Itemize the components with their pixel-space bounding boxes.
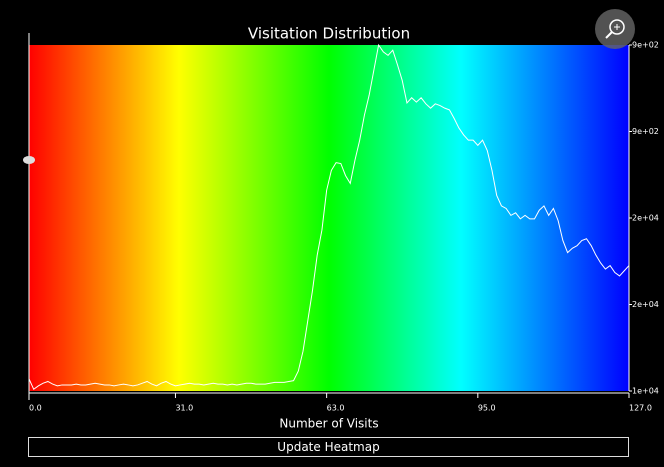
- x-tick-label: 63.0: [327, 404, 345, 413]
- update-button[interactable]: Update Heatmap: [28, 437, 629, 457]
- y-tick-label: 1e+04: [632, 387, 659, 396]
- x-axis-label: Number of Visits: [279, 417, 378, 431]
- chart-title: Visitation Distribution: [248, 25, 410, 43]
- x-tick-label: 0.0: [29, 404, 42, 413]
- y-tick-label: 9e+02: [632, 127, 659, 136]
- y-tick-label: 9e+02: [632, 41, 659, 50]
- line: [28, 43, 630, 391]
- zoom-button[interactable]: [595, 9, 635, 49]
- slider-handle[interactable]: [23, 156, 35, 164]
- y-tick-label: 2e+04: [632, 300, 659, 309]
- x-tick-label: 127.0: [629, 404, 652, 413]
- x-tick-label: 95.0: [478, 404, 496, 413]
- x-tick-label: 31.0: [175, 404, 193, 413]
- heat-gradient: [29, 45, 629, 391]
- y-tick-label: 2e+04: [632, 214, 659, 223]
